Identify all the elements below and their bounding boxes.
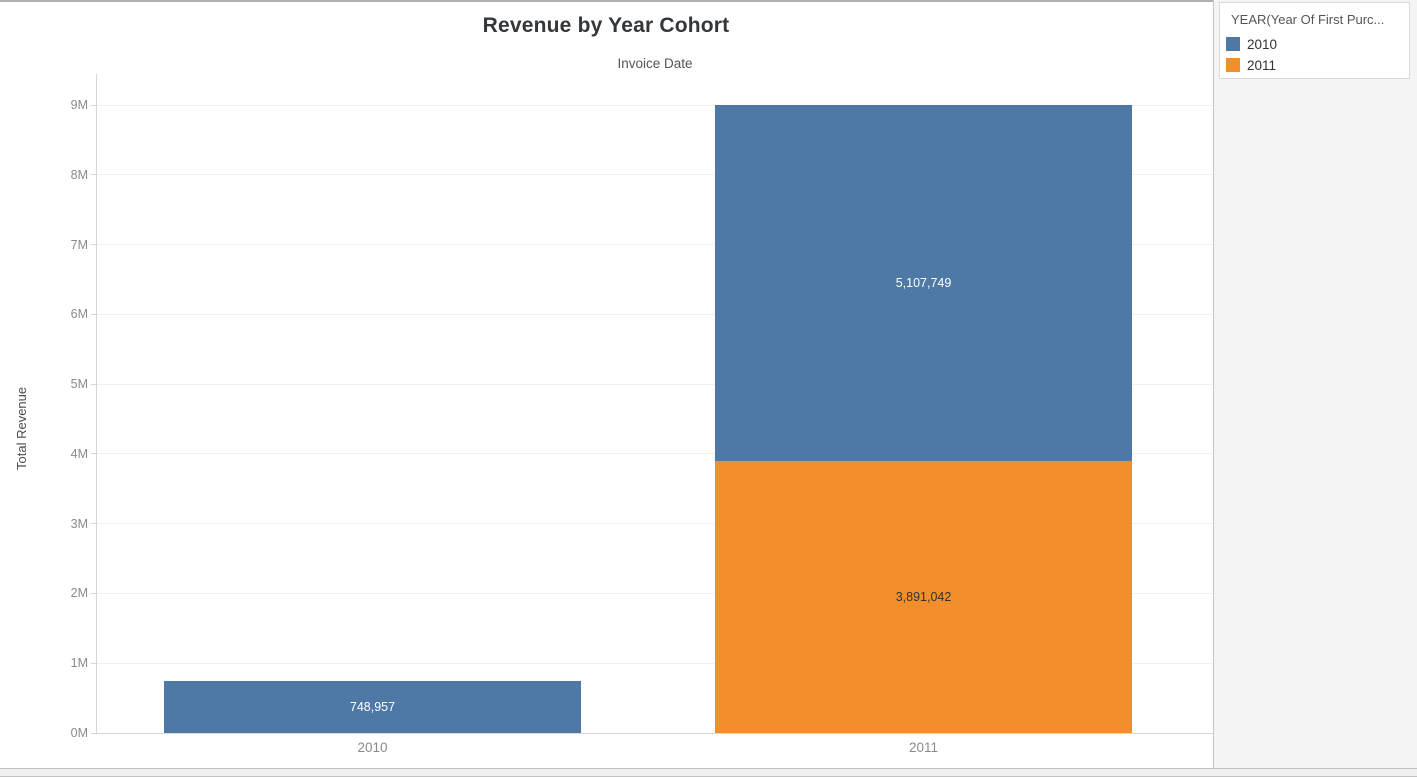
bar-segment-2011-cohort-2011[interactable] [715,461,1132,733]
legend-item-label: 2011 [1247,57,1277,73]
y-tick-mark [91,174,96,176]
y-tick-mark [91,732,96,734]
legend-item-label: 2010 [1247,36,1278,52]
grid-line [97,383,1213,385]
chart-title: Revenue by Year Cohort [482,14,730,37]
x-tick-label: 2010 [357,740,388,755]
grid-line [97,453,1213,455]
y-tick-mark [91,662,96,664]
bar-segment-2010-cohort-2010[interactable] [164,680,581,733]
grid-line [97,104,1213,106]
y-tick-label: 6M [70,307,88,322]
grid-line [97,523,1213,525]
grid-line [97,244,1213,246]
y-tick-mark [91,592,96,594]
legend-swatch-2010 [1226,37,1240,51]
y-tick-label: 7M [70,237,88,252]
grid-line [97,174,1213,176]
y-tick-label: 8M [70,167,88,182]
legend-item-2011[interactable]: 2011 [1226,56,1276,74]
bar-value-label: 3,891,042 [895,590,952,605]
x-axis-field-label: Invoice Date [617,56,693,71]
grid-line [97,662,1213,664]
legend-swatch-2011 [1226,58,1240,72]
y-tick-label: 1M [70,656,88,671]
grid-line [97,313,1213,315]
y-tick-label: 9M [70,98,88,112]
horizontal-scrollbar[interactable] [0,768,1417,777]
y-tick-label: 4M [70,446,88,461]
legend-item-2010[interactable]: 2010 [1226,35,1277,53]
window-top-border [0,0,1417,2]
x-axis-line [96,733,1213,734]
y-tick-mark [91,383,96,385]
y-tick-mark [91,244,96,246]
y-tick-mark [91,313,96,315]
y-axis-line [96,74,97,733]
plot-area: 0M 1M 2M 3M 4M 5M 6M 7M 8M 9M 748,957 2010 3,891,042… [70,74,1213,755]
legend-title: YEAR(Year Of First Purc... [1231,12,1385,27]
y-tick-label: 2M [70,586,88,601]
legend-panel: YEAR(Year Of First Purc... 2010 2011 [1213,0,1417,777]
y-tick-mark [91,104,96,106]
bar-value-label: 748,957 [349,699,396,714]
y-tick-mark [91,453,96,455]
y-tick-mark [91,523,96,525]
bar-value-label: 5,107,749 [895,276,952,291]
y-tick-label: 3M [70,516,88,531]
y-tick-label: 0M [70,726,88,740]
y-tick-label: 5M [70,377,88,392]
grid-line [97,592,1213,594]
x-tick-label: 2011 [908,740,939,755]
color-legend[interactable]: YEAR(Year Of First Purc... 2010 2011 [1219,2,1410,79]
bar-segment-2011-cohort-2010[interactable] [715,105,1132,462]
